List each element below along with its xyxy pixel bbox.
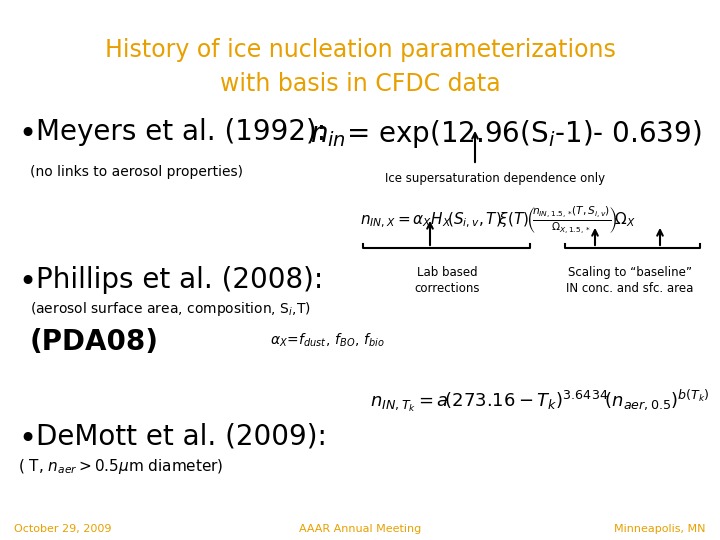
Text: ( T, $n_{aer}$$>$0.5$\mu$m diameter): ( T, $n_{aer}$$>$0.5$\mu$m diameter) [18,457,223,476]
Text: Lab based
corrections: Lab based corrections [414,266,480,295]
Text: $n_{IN,X}=\alpha_X H_X\!\left(S_{i,v},T\right)\!\xi(T)\!\left(\!\frac{n_{IN,1.5,: $n_{IN,X}=\alpha_X H_X\!\left(S_{i,v},T\… [360,205,636,237]
Text: $\alpha_X\!=\!f_{dust},\,f_{BO},\,f_{bio}$: $\alpha_X\!=\!f_{dust},\,f_{BO},\,f_{bio… [270,332,384,349]
Text: Scaling to “baseline”
IN conc. and sfc. area: Scaling to “baseline” IN conc. and sfc. … [567,266,693,295]
Text: October 29, 2009: October 29, 2009 [14,524,112,534]
Text: Meyers et al. (1992):: Meyers et al. (1992): [36,118,335,146]
Text: History of ice nucleation parameterizations: History of ice nucleation parameterizati… [104,38,616,62]
Text: •: • [18,120,36,149]
Text: •: • [18,425,36,454]
Text: DeMott et al. (2009):: DeMott et al. (2009): [36,423,327,451]
Text: $n_{in}$= exp(12.96(S$_i$-1)- 0.639): $n_{in}$= exp(12.96(S$_i$-1)- 0.639) [310,118,701,150]
Text: Ice supersaturation dependence only: Ice supersaturation dependence only [385,172,605,185]
Text: Minneapolis, MN: Minneapolis, MN [614,524,706,534]
Text: $n_{IN,T_k}=a\!\left(273.16-T_k\right)^{3.6434}\!\left(n_{aer,0.5}\right)^{b(T_k: $n_{IN,T_k}=a\!\left(273.16-T_k\right)^{… [370,388,710,414]
Text: with basis in CFDC data: with basis in CFDC data [220,72,500,96]
Text: (no links to aerosol properties): (no links to aerosol properties) [30,165,243,179]
Text: Phillips et al. (2008):: Phillips et al. (2008): [36,266,323,294]
Text: (aerosol surface area, composition, S$_i$,T): (aerosol surface area, composition, S$_i… [30,300,311,318]
Text: AAAR Annual Meeting: AAAR Annual Meeting [299,524,421,534]
Text: (PDA08): (PDA08) [30,328,159,356]
Text: •: • [18,268,36,297]
